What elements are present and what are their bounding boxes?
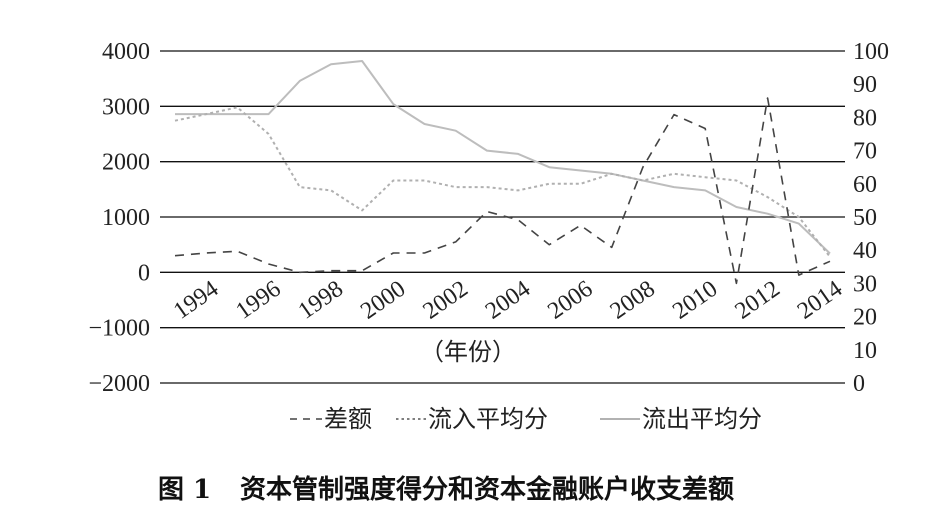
gridlines xyxy=(160,50,845,384)
left-tick-label: 1000 xyxy=(102,205,150,231)
caption-text: 资本管制强度得分和资本金融账户收支差额 xyxy=(240,474,734,505)
x-tick-label: 2002 xyxy=(419,276,473,325)
x-tick-label: 1998 xyxy=(294,276,348,325)
series-line-1 xyxy=(174,97,831,285)
left-tick-label: −2000 xyxy=(88,371,150,397)
right-tick-label: 40 xyxy=(853,238,877,264)
series-line-2 xyxy=(174,106,831,258)
figure-caption: 图 1 资本管制强度得分和资本金融账户收支差额 xyxy=(158,474,734,505)
x-tick-label: 2014 xyxy=(793,276,847,325)
x-tick-label: 2012 xyxy=(730,276,784,325)
right-tick-label: 90 xyxy=(853,72,877,98)
series-line-3 xyxy=(175,60,831,255)
legend-label-2: 流入平均分 xyxy=(428,405,548,433)
right-tick-label: 0 xyxy=(853,371,865,397)
caption-number: 图 1 xyxy=(158,475,211,505)
x-tick-label: 2000 xyxy=(356,276,410,325)
x-axis-label: （年份） xyxy=(420,338,516,366)
right-tick-label: 30 xyxy=(853,271,877,297)
right-tick-label: 100 xyxy=(853,39,889,65)
right-tick-label: 80 xyxy=(853,105,877,131)
legend-label-3: 流出平均分 xyxy=(642,405,762,433)
x-tick-label: 1994 xyxy=(169,276,223,325)
right-tick-label: 70 xyxy=(853,139,877,165)
left-axis-ticks: 4000 3000 2000 1000 0 −1000 −2000 xyxy=(88,39,150,397)
x-axis-ticks: 1994 1996 1998 2000 2002 2004 2006 2008 2010 2012… xyxy=(169,276,847,325)
right-tick-label: 20 xyxy=(853,305,877,331)
left-tick-label: 3000 xyxy=(102,94,150,120)
left-tick-label: 4000 xyxy=(102,39,150,65)
right-tick-label: 50 xyxy=(853,205,877,231)
x-tick-label: 2010 xyxy=(668,276,722,325)
left-tick-label: −1000 xyxy=(88,316,150,342)
legend-label-1: 差额 xyxy=(324,405,372,433)
x-tick-label: 2004 xyxy=(481,276,535,325)
right-tick-label: 10 xyxy=(853,338,877,364)
x-tick-label: 2008 xyxy=(606,276,660,325)
legend: 差额 流入平均分 流出平均分 xyxy=(290,405,762,433)
right-tick-label: 60 xyxy=(853,172,877,198)
x-tick-label: 1996 xyxy=(231,276,285,325)
left-tick-label: 0 xyxy=(138,260,150,286)
left-tick-label: 2000 xyxy=(102,150,150,176)
series-layer xyxy=(174,60,831,285)
x-tick-label: 2006 xyxy=(543,276,597,325)
